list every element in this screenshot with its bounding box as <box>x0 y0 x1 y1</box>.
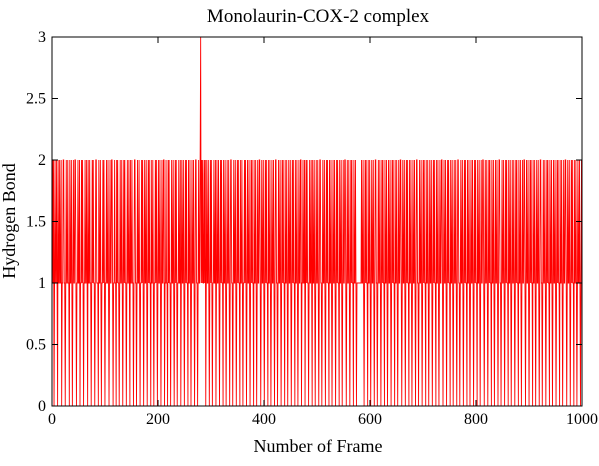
y-tick-label-5: 2.5 <box>26 91 46 108</box>
y-tick-label-6: 3 <box>38 29 46 46</box>
series-line-0 <box>51 36 583 407</box>
y-tick-label-1: 0.5 <box>26 337 46 354</box>
x-axis-label: Number of Frame <box>254 436 383 456</box>
y-tick-label-2: 1 <box>38 275 46 292</box>
y-tick-label-0: 0 <box>38 398 46 415</box>
x-tick-label-4: 800 <box>464 411 488 428</box>
x-tick-label-1: 200 <box>146 411 170 428</box>
x-tick-label-2: 400 <box>252 411 276 428</box>
y-axis-label: Hydrogen Bond <box>0 163 19 279</box>
y-tick-label-3: 1.5 <box>26 214 46 231</box>
x-tick-label-3: 600 <box>358 411 382 428</box>
x-tick-label-5: 1000 <box>566 411 598 428</box>
y-tick-label-4: 2 <box>38 152 46 169</box>
plot-area <box>51 36 583 407</box>
axis-ticks: 0 200 400 600 800 1000 0 0.5 1 1.5 2 2.5 3 <box>26 29 598 428</box>
x-tick-label-0: 0 <box>48 411 56 428</box>
chart-title: Monolaurin-COX-2 complex <box>207 6 430 27</box>
